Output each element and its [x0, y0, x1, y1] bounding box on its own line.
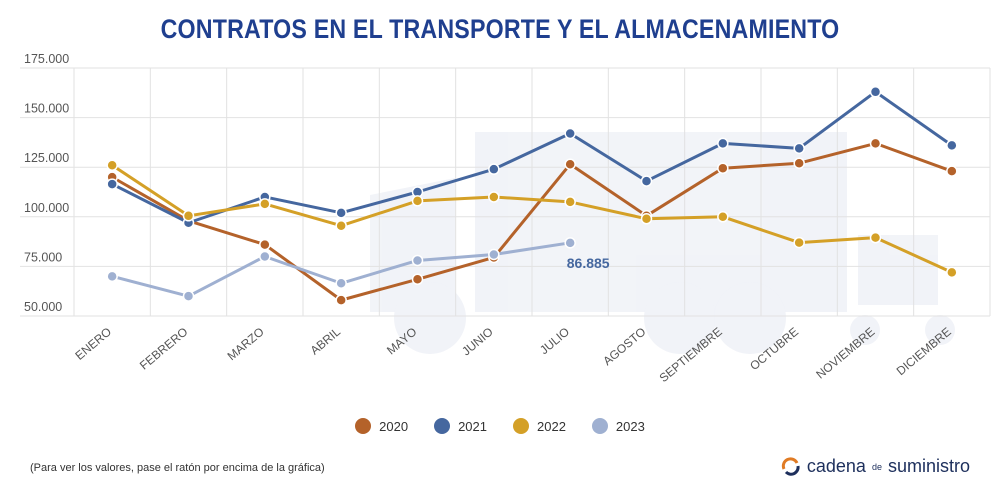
truck-watermark-icon [370, 132, 955, 354]
x-tick-label: FEBRERO [137, 325, 190, 373]
y-tick-label: 50.000 [24, 300, 62, 314]
data-point [106, 159, 118, 171]
data-point [182, 290, 195, 302]
legend-item[interactable]: 2020 [355, 418, 408, 434]
data-point [335, 277, 347, 290]
data-point [564, 237, 576, 249]
x-tick-label: MARZO [225, 325, 267, 364]
series-2021 [106, 86, 958, 229]
series-line [111, 163, 953, 274]
series-layer [106, 86, 958, 306]
legend-item[interactable]: 2022 [513, 418, 566, 434]
data-point [259, 250, 271, 263]
y-axis: 50.000 75.000 100.000 125.000 150.000 175.000 [24, 52, 69, 314]
data-label: 86.885 [567, 255, 610, 271]
data-point [793, 236, 805, 249]
data-point [717, 162, 729, 174]
data-point [564, 127, 576, 140]
legend-label: 2021 [458, 418, 487, 434]
brand-text-3: suministro [887, 456, 970, 476]
x-tick-label: AGOSTO [600, 325, 648, 369]
series-2022 [106, 159, 958, 279]
data-point [717, 211, 729, 223]
x-axis: ENERO FEBRERO MARZO ABRIL MAYO JUNIO JULIO AGOS… [72, 324, 953, 385]
data-point [717, 137, 729, 150]
data-point [793, 142, 805, 155]
data-point [411, 254, 424, 267]
data-point [564, 158, 576, 170]
data-point [335, 207, 347, 219]
x-tick-label: ABRIL [308, 324, 344, 357]
data-point [564, 196, 576, 208]
legend-item[interactable]: 2021 [434, 418, 487, 434]
y-tick-label: 75.000 [24, 250, 62, 264]
series-line [111, 90, 953, 225]
data-point [869, 137, 882, 150]
data-point [869, 86, 882, 98]
legend-label: 2023 [615, 418, 645, 434]
legend-marker [434, 418, 451, 434]
legend-item[interactable]: 2023 [591, 418, 645, 434]
x-tick-label: ENERO [72, 325, 114, 363]
legend-label: 2020 [379, 418, 409, 434]
data-point [488, 163, 500, 175]
x-tick-label: NOVIEMBRE [813, 325, 877, 382]
annotation-layer: 86.885 [567, 255, 610, 271]
data-point [411, 273, 424, 286]
data-point [106, 178, 118, 190]
legend-label: 2022 [537, 418, 566, 434]
footnote: (Para ver los valores, pase el ratón por… [30, 462, 325, 474]
chart-title: CONTRATOS EN EL TRANSPORTE Y EL ALMACENA… [160, 14, 840, 44]
data-point [946, 139, 958, 152]
data-point [411, 195, 424, 207]
series-2023 [106, 237, 576, 302]
line-chart: 50.000 75.000 100.000 125.000 150.000 175.000… [20, 52, 991, 385]
y-tick-label: 125.000 [24, 151, 69, 165]
data-point [488, 248, 500, 261]
data-point [259, 198, 271, 210]
x-tick-label: DICIEMBRE [894, 325, 954, 379]
y-tick-label: 100.000 [24, 201, 69, 215]
brand-logo: cadena de suministro [781, 456, 970, 477]
legend-marker [355, 418, 372, 434]
data-point [946, 266, 958, 279]
brand-swirl-icon [781, 456, 800, 476]
data-point [488, 191, 500, 203]
x-tick-label: JUNIO [459, 325, 496, 359]
legend: 2020 2021 2022 2023 [0, 418, 1000, 434]
data-point [182, 210, 195, 222]
brand-text-1: cadena [806, 456, 866, 476]
data-point [793, 157, 805, 169]
legend-marker [591, 418, 608, 434]
y-tick-label: 150.000 [24, 102, 69, 116]
data-point [640, 213, 653, 225]
data-point [946, 165, 958, 177]
x-tick-label: JULIO [537, 325, 572, 358]
brand-text-2: de [871, 461, 882, 472]
legend-marker [513, 418, 529, 434]
data-point [259, 238, 271, 251]
data-point [106, 270, 118, 283]
data-point [640, 175, 653, 187]
series-line [111, 141, 953, 302]
data-point [869, 231, 882, 244]
data-point [335, 294, 347, 306]
y-tick-label: 175.000 [24, 52, 69, 66]
data-point [335, 219, 347, 232]
